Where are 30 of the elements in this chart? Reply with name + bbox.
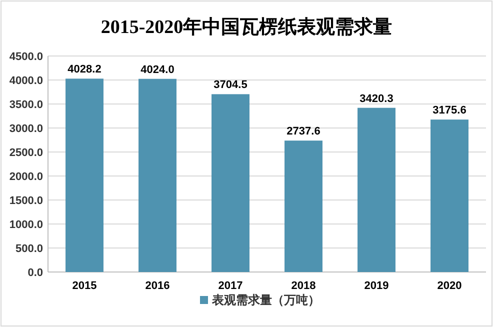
y-tick-label: 1500.0 [9, 195, 43, 207]
text: 3175.6 [432, 104, 466, 117]
bar [358, 108, 396, 272]
y-tick-label: 2000.0 [9, 171, 43, 183]
x-tick-label: 2020 [437, 280, 462, 292]
y-tick-label: 2500.0 [9, 147, 43, 159]
text: 4028.2 [68, 64, 102, 76]
text: 4024.0 [140, 64, 174, 76]
x-tick-label: 2019 [364, 280, 389, 292]
text: 2737.6 [286, 126, 320, 138]
y-tick-label: 4000.0 [9, 75, 43, 87]
x-tick-label: 2017 [218, 280, 243, 292]
x-tick-label: 2016 [145, 280, 170, 292]
text: 3420.3 [360, 92, 394, 105]
legend-label: 表观需求量（万吨） [211, 293, 320, 307]
bar [66, 78, 104, 272]
y-tick-label: 0.0 [28, 267, 43, 279]
x-tick-label: 2015 [72, 280, 97, 292]
y-tick-label: 1000.0 [9, 219, 43, 231]
y-tick-label: 3000.0 [9, 123, 43, 135]
text: 3704.5 [214, 79, 248, 92]
x-tick-label: 2018 [291, 280, 316, 292]
y-tick-label: 4500.0 [9, 51, 43, 63]
bar [430, 120, 468, 272]
y-tick-label: 500.0 [15, 243, 43, 255]
bar [284, 140, 322, 272]
bar [212, 94, 250, 272]
y-tick-label: 3500.0 [9, 99, 43, 111]
chart-title: 2015-2020年中国瓦楞纸表观需求量 [100, 16, 392, 38]
bar [138, 78, 176, 272]
